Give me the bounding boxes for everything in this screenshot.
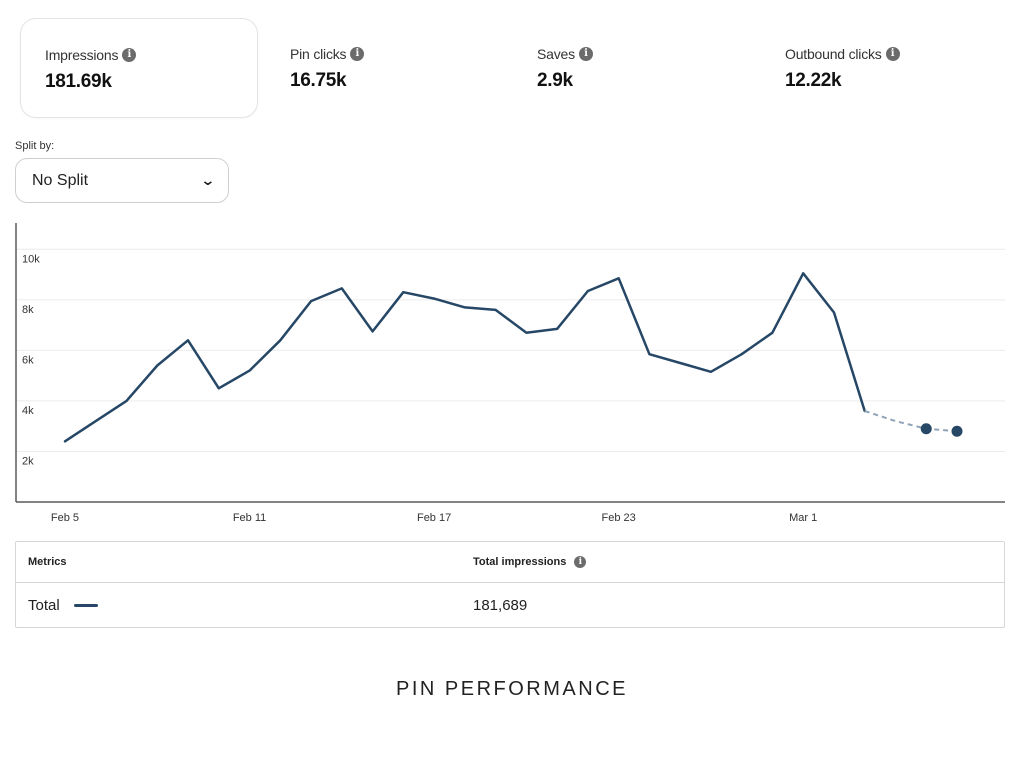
split-by-dropdown[interactable]: No Split ⌄ <box>15 158 229 203</box>
page-caption: PIN PERFORMANCE <box>396 678 628 700</box>
metric-card-pin-clicks[interactable]: Pin clicks i 16.75k <box>266 18 496 118</box>
chevron-down-icon: ⌄ <box>200 172 216 188</box>
data-point[interactable] <box>951 425 963 437</box>
table-row: Total 181,689 <box>16 583 1004 628</box>
series-line-estimated <box>864 410 958 433</box>
impressions-line-chart: 2k 4k 6k 8k 10k Feb 5 Feb 11 Feb 17 Feb 23 Mar 1 <box>15 223 1005 524</box>
metric-card-impressions[interactable]: Impressions i 181.69k <box>20 18 258 118</box>
legend-swatch <box>73 604 98 607</box>
y-tick-label: 8k <box>22 304 34 316</box>
x-tick-label: Feb 11 <box>233 512 266 524</box>
x-tick-label: Feb 23 <box>602 512 636 524</box>
row-value-total-impressions: 181,689 <box>473 597 528 614</box>
metric-label: Saves <box>537 46 575 62</box>
x-axis-ticks: Feb 5 Feb 11 Feb 17 Feb 23 Mar 1 <box>51 512 817 524</box>
metric-value: 181.69k <box>45 71 112 92</box>
split-by-label: Split by: <box>15 140 55 152</box>
y-tick-label: 2k <box>22 455 34 467</box>
metric-card-saves[interactable]: Saves i 2.9k <box>513 18 743 118</box>
metric-label: Pin clicks <box>290 46 347 62</box>
info-icon[interactable]: i <box>578 47 593 61</box>
y-axis-ticks: 2k 4k 6k 8k 10k <box>22 253 40 467</box>
info-icon[interactable]: i <box>574 556 587 568</box>
info-icon[interactable]: i <box>350 47 365 61</box>
chart-axes <box>15 223 1005 503</box>
metric-value: 16.75k <box>290 70 347 91</box>
series-line <box>63 272 866 443</box>
split-by-value: No Split <box>32 171 89 189</box>
metric-value: 12.22k <box>785 70 842 91</box>
column-header-total-impressions: Total impressions <box>473 556 567 568</box>
metric-card-outbound-clicks[interactable]: Outbound clicks i 12.22k <box>761 18 1001 118</box>
data-point[interactable] <box>920 423 932 435</box>
info-icon[interactable]: i <box>885 47 900 61</box>
x-tick-label: Feb 5 <box>51 512 79 524</box>
x-tick-label: Mar 1 <box>789 512 817 524</box>
chart-grid <box>16 248 1005 452</box>
metric-label: Impressions <box>45 47 119 63</box>
column-header-metrics: Metrics <box>28 556 67 568</box>
y-tick-label: 6k <box>22 354 34 366</box>
chart-series <box>63 272 963 443</box>
y-tick-label: 10k <box>22 253 40 265</box>
metric-value: 2.9k <box>537 70 573 91</box>
metrics-table: Metrics Total impressions i Total 181,689 <box>15 541 1005 628</box>
table-header: Metrics Total impressions i <box>16 542 1004 583</box>
y-tick-label: 4k <box>22 405 34 417</box>
row-label-total: Total <box>28 597 60 614</box>
metric-label: Outbound clicks <box>785 46 882 62</box>
info-icon[interactable]: i <box>122 48 137 62</box>
x-tick-label: Feb 17 <box>417 512 451 524</box>
